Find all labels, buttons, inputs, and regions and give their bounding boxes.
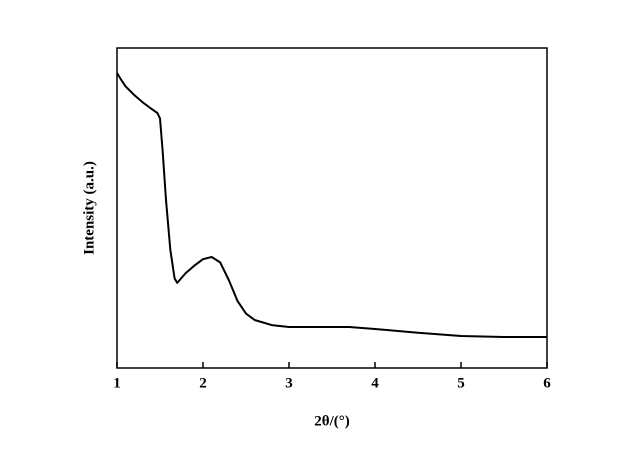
- plot-frame: [116, 47, 548, 369]
- x-tick-label: 1: [113, 375, 121, 391]
- x-tick-label: 3: [285, 375, 293, 391]
- x-axis-label: 2θ/(°): [314, 413, 350, 429]
- x-tick-label: 2: [199, 375, 207, 391]
- x-tick-label: 5: [457, 375, 465, 391]
- x-tick-label: 4: [371, 375, 379, 391]
- y-axis-label: Intensity (a.u.): [81, 161, 97, 255]
- data-line: [116, 72, 547, 338]
- x-tick-label: 6: [543, 375, 551, 391]
